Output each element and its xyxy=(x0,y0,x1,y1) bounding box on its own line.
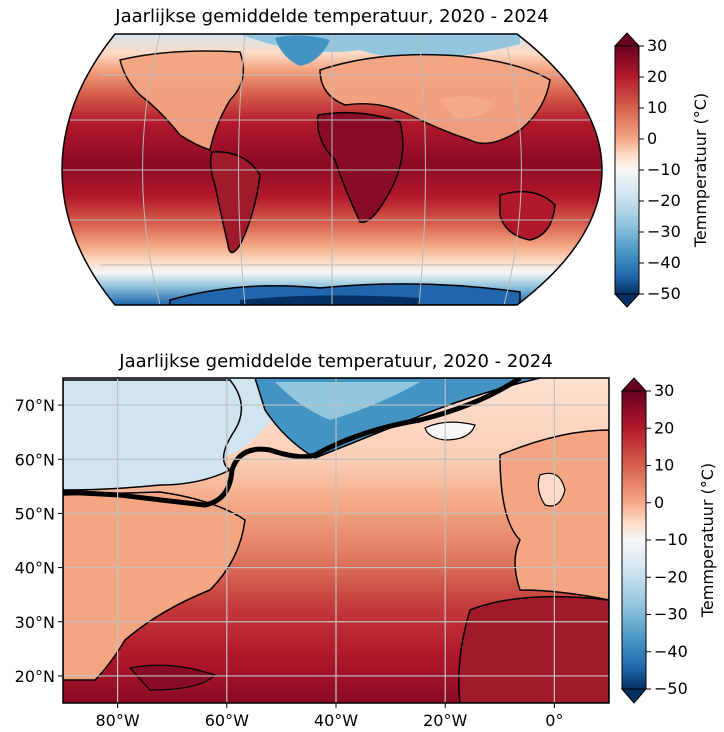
y-tick-label: 70°N xyxy=(15,396,55,415)
y-tick-label: 40°N xyxy=(15,559,55,578)
colorbar-tick-label: 20 xyxy=(654,418,674,437)
colorbar-tick-label: −30 xyxy=(647,222,681,241)
iceland-land xyxy=(424,421,476,441)
y-tick-label: 30°N xyxy=(15,613,55,632)
colorbar-body xyxy=(621,390,647,690)
greenland-ice xyxy=(275,35,330,66)
colorbar-global: 30 20 10 0 −10 −20 −30 −40 −50 Temmperatuur (°C) xyxy=(613,32,710,308)
y-tick-label: 50°N xyxy=(15,504,55,523)
colorbar-tick-label: −10 xyxy=(654,530,688,549)
colorbar-tick-label: 20 xyxy=(647,67,667,86)
colorbar-tick-label: −40 xyxy=(654,642,688,661)
uk-land xyxy=(537,472,566,507)
atlantic-graticule xyxy=(63,378,609,703)
colorbar-tick-label: −50 xyxy=(647,284,681,303)
colorbar-label-global: Temmperatuur (°C) xyxy=(691,93,710,248)
north-america-mainland xyxy=(63,491,246,681)
antarctica-interior xyxy=(240,295,420,305)
australia-land xyxy=(499,190,556,241)
south-america-land xyxy=(209,151,261,254)
colorbar-tick-label: −50 xyxy=(654,679,688,698)
colorbar-atlantic: 30 20 10 0 −10 −20 −30 −40 −50 Temmperatuur (°C) xyxy=(620,377,717,704)
colorbar-tick-label: −20 xyxy=(654,567,688,586)
colorbar-tick-label: −20 xyxy=(647,191,681,210)
sea-ice-edge-line xyxy=(63,378,522,508)
x-tick-label: 20°W xyxy=(423,711,467,730)
colorbar-label-atlantic: Temmperatuur (°C) xyxy=(698,463,717,618)
caribbean-islands xyxy=(128,664,217,691)
colorbar-tick-label: 30 xyxy=(647,36,667,55)
africa-land xyxy=(316,111,404,224)
colorbar-tick-label: 0 xyxy=(647,129,657,148)
map-title-atlantic: Jaarlijkse gemiddelde temperatuur, 2020 … xyxy=(118,351,552,372)
global-map: Jaarlijkse gemiddelde temperatuur, 2020 … xyxy=(61,6,710,308)
colorbar-tick-label: 30 xyxy=(654,381,674,400)
colorbar-tick-label: −10 xyxy=(647,160,681,179)
colorbar-tick-label: 0 xyxy=(654,493,664,512)
colorbar-bottom-arrow xyxy=(620,688,648,704)
y-tick-label: 60°N xyxy=(15,450,55,469)
colorbar-body xyxy=(614,45,640,295)
x-tick-label: 60°W xyxy=(205,711,249,730)
colorbar-tick-label: 10 xyxy=(647,98,667,117)
atlantic-map: Jaarlijkse gemiddelde temperatuur, 2020 … xyxy=(15,351,717,730)
atlantic-x-ticks: 80°W 60°W 40°W 20°W 0° xyxy=(96,703,563,730)
map-title-global: Jaarlijkse gemiddelde temperatuur, 2020 … xyxy=(114,6,548,27)
eurasia-land xyxy=(319,53,551,145)
canadian-arctic-land xyxy=(63,379,243,491)
colorbar-top-arrow xyxy=(620,377,648,392)
y-tick-label: 20°N xyxy=(15,667,55,686)
x-tick-label: 80°W xyxy=(96,711,140,730)
atlantic-y-ticks: 70°N 60°N 50°N 40°N 30°N 20°N xyxy=(15,396,63,686)
colorbar-tick-label: −40 xyxy=(647,253,681,272)
africa-land-atlantic xyxy=(458,595,609,703)
colorbar-tick-label: −30 xyxy=(654,605,688,624)
colorbar-top-arrow xyxy=(613,32,641,47)
x-tick-label: 40°W xyxy=(314,711,358,730)
globe-graticule xyxy=(62,34,602,305)
globe-outline xyxy=(61,33,603,306)
colorbar-tick-label: 10 xyxy=(654,456,674,475)
colorbar-bottom-arrow xyxy=(613,293,641,308)
x-tick-label: 0° xyxy=(545,711,563,730)
greenland-interior xyxy=(275,382,420,420)
